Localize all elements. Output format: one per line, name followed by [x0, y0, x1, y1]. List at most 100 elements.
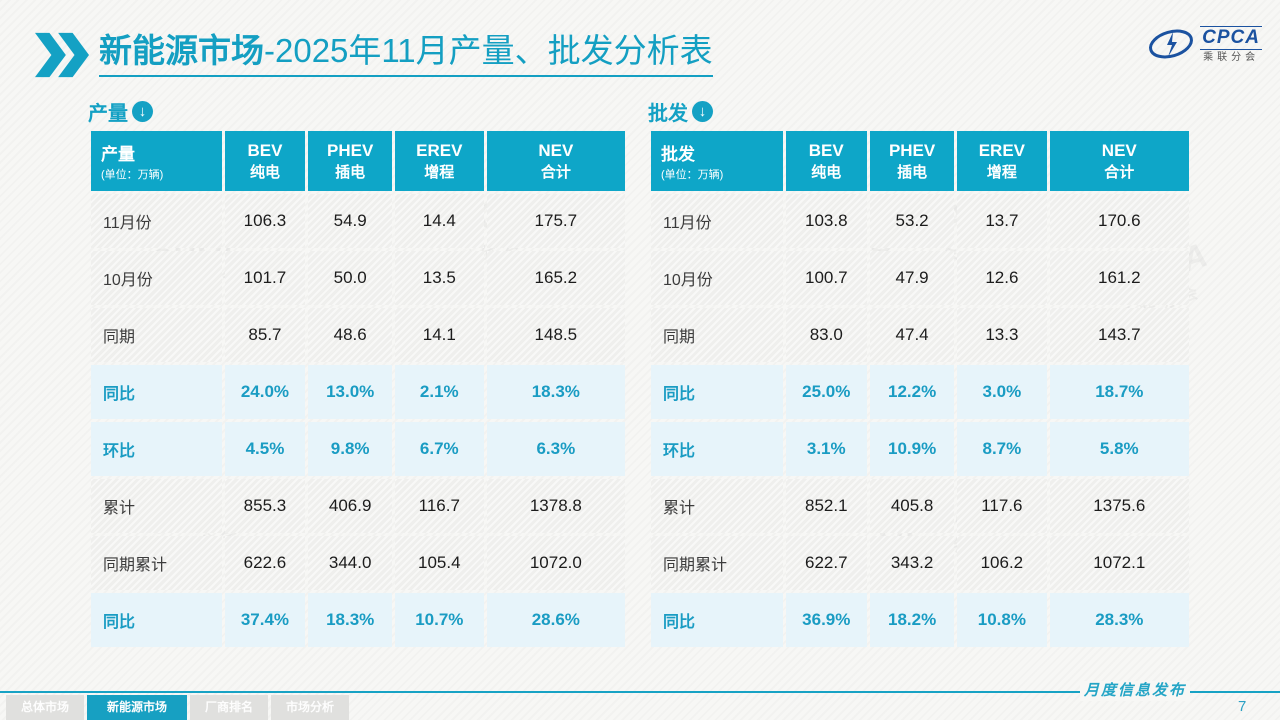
download-arrow-icon: ↓: [132, 100, 153, 122]
row-label: 11月份: [651, 194, 783, 248]
corner-label: 产量: [101, 145, 135, 164]
value-cell: 1072.1: [1049, 536, 1189, 590]
value-cell: 143.7: [1049, 308, 1189, 362]
table-row: 11月份 106.3 54.9 14.4 175.7: [91, 194, 625, 248]
value-cell: 161.2: [1049, 251, 1189, 305]
production-section: 产量 ↓ 产量 (单位：万辆) BEV 纯电 PHEV 插电 EREV 增程 NEV 合计 11月份…: [88, 98, 628, 650]
column-header-cn: 合计: [1104, 163, 1135, 181]
value-cell: 101.7: [224, 251, 306, 305]
value-cell: 12.2%: [870, 365, 955, 419]
column-header-en: EREV: [978, 140, 1026, 160]
value-cell: 28.6%: [486, 593, 625, 647]
column-header: PHEV 插电: [870, 131, 955, 191]
value-cell: 10.9%: [870, 422, 955, 476]
value-cell: 25.0%: [785, 365, 868, 419]
table-row: 环比 3.1% 10.9% 8.7% 5.8%: [651, 422, 1189, 476]
value-cell: 6.3%: [486, 422, 625, 476]
value-cell: 53.2: [870, 194, 955, 248]
column-header-cn: 合计: [540, 163, 571, 181]
value-cell: 622.7: [785, 536, 868, 590]
value-cell: 83.0: [785, 308, 868, 362]
value-cell: 54.9: [308, 194, 392, 248]
table-row: 同期 85.7 48.6 14.1 148.5: [91, 308, 625, 362]
table-corner-cell: 产量 (单位：万辆): [91, 131, 222, 191]
value-cell: 1375.6: [1049, 479, 1189, 533]
table-row: 同比 36.9% 18.2% 10.8% 28.3%: [651, 593, 1189, 647]
row-label: 同比: [91, 365, 222, 419]
table-row: 环比 4.5% 9.8% 6.7% 6.3%: [91, 422, 625, 476]
row-label: 同期累计: [651, 536, 783, 590]
footer-divider: [0, 691, 1280, 693]
value-cell: 343.2: [870, 536, 955, 590]
value-cell: 13.0%: [308, 365, 392, 419]
nav-tab-新能源市场[interactable]: 新能源市场: [87, 695, 188, 720]
value-cell: 852.1: [785, 479, 868, 533]
production-section-label: 产量: [88, 102, 128, 125]
page-title: 新能源市场-2025年11月产量、批发分析表: [99, 30, 713, 77]
value-cell: 4.5%: [224, 422, 306, 476]
wholesale-section-title: 批发 ↓: [648, 98, 1192, 125]
value-cell: 405.8: [870, 479, 955, 533]
page-title-bold: 新能源市场: [99, 32, 264, 69]
value-cell: 14.4: [394, 194, 484, 248]
column-header-en: PHEV: [888, 140, 936, 160]
value-cell: 1378.8: [486, 479, 625, 533]
page-title-rest: -2025年11月产量、批发分析表: [264, 32, 713, 69]
value-cell: 170.6: [1049, 194, 1189, 248]
table-row: 同比 37.4% 18.3% 10.7% 28.6%: [91, 593, 625, 647]
nav-tab-总体市场[interactable]: 总体市场: [6, 695, 85, 720]
row-label: 同期: [91, 308, 222, 362]
value-cell: 37.4%: [224, 593, 306, 647]
column-header-en: BEV: [808, 140, 844, 160]
value-cell: 28.3%: [1049, 593, 1189, 647]
value-cell: 105.4: [394, 536, 484, 590]
value-cell: 103.8: [785, 194, 868, 248]
row-label: 同期累计: [91, 536, 222, 590]
value-cell: 6.7%: [394, 422, 484, 476]
column-header-en: EREV: [416, 140, 463, 160]
column-header-en: NEV: [1101, 140, 1137, 160]
value-cell: 18.2%: [870, 593, 955, 647]
wholesale-section-label: 批发: [648, 102, 688, 125]
column-header-cn: 增程: [986, 163, 1017, 181]
column-header-cn: 纯电: [249, 163, 280, 181]
wholesale-table: 批发 (单位：万辆) BEV 纯电 PHEV 插电 EREV 增程 NEV 合计 11月份 103.8…: [648, 128, 1192, 650]
row-label: 同比: [651, 365, 783, 419]
column-header: NEV 合计: [486, 131, 625, 191]
column-header-en: BEV: [247, 140, 283, 160]
value-cell: 13.7: [957, 194, 1047, 248]
table-row: 同期累计 622.6 344.0 105.4 1072.0: [91, 536, 625, 590]
corner-unit: (单位：万辆): [661, 169, 724, 181]
value-cell: 24.0%: [224, 365, 306, 419]
value-cell: 1072.0: [486, 536, 625, 590]
column-header: NEV 合计: [1049, 131, 1189, 191]
value-cell: 10.8%: [957, 593, 1047, 647]
table-row: 10月份 101.7 50.0 13.5 165.2: [91, 251, 625, 305]
value-cell: 36.9%: [785, 593, 868, 647]
table-header-row: 批发 (单位：万辆) BEV 纯电 PHEV 插电 EREV 增程 NEV 合计: [651, 131, 1189, 191]
value-cell: 47.4: [870, 308, 955, 362]
value-cell: 148.5: [486, 308, 625, 362]
table-header-row: 产量 (单位：万辆) BEV 纯电 PHEV 插电 EREV 增程 NEV 合计: [91, 131, 625, 191]
value-cell: 12.6: [957, 251, 1047, 305]
row-label: 同比: [91, 593, 222, 647]
table-row: 10月份 100.7 47.9 12.6 161.2: [651, 251, 1189, 305]
row-label: 环比: [91, 422, 222, 476]
row-label: 环比: [651, 422, 783, 476]
corner-label: 批发: [661, 145, 695, 164]
value-cell: 9.8%: [308, 422, 392, 476]
row-label: 累计: [91, 479, 222, 533]
nav-tab-厂商排名[interactable]: 厂商排名: [190, 695, 269, 720]
column-header: BEV 纯电: [785, 131, 868, 191]
column-header-cn: 插电: [897, 163, 928, 181]
column-header-en: NEV: [538, 140, 574, 160]
production-section-title: 产量 ↓: [88, 98, 628, 125]
double-chevron-icon: [35, 32, 89, 78]
title-row: 新能源市场-2025年11月产量、批发分析表: [35, 30, 713, 78]
cpca-logo: CPCA 乘联分会: [1147, 26, 1262, 64]
value-cell: 100.7: [785, 251, 868, 305]
value-cell: 117.6: [957, 479, 1047, 533]
value-cell: 18.3%: [308, 593, 392, 647]
nav-tab-市场分析[interactable]: 市场分析: [271, 695, 350, 720]
value-cell: 85.7: [224, 308, 306, 362]
